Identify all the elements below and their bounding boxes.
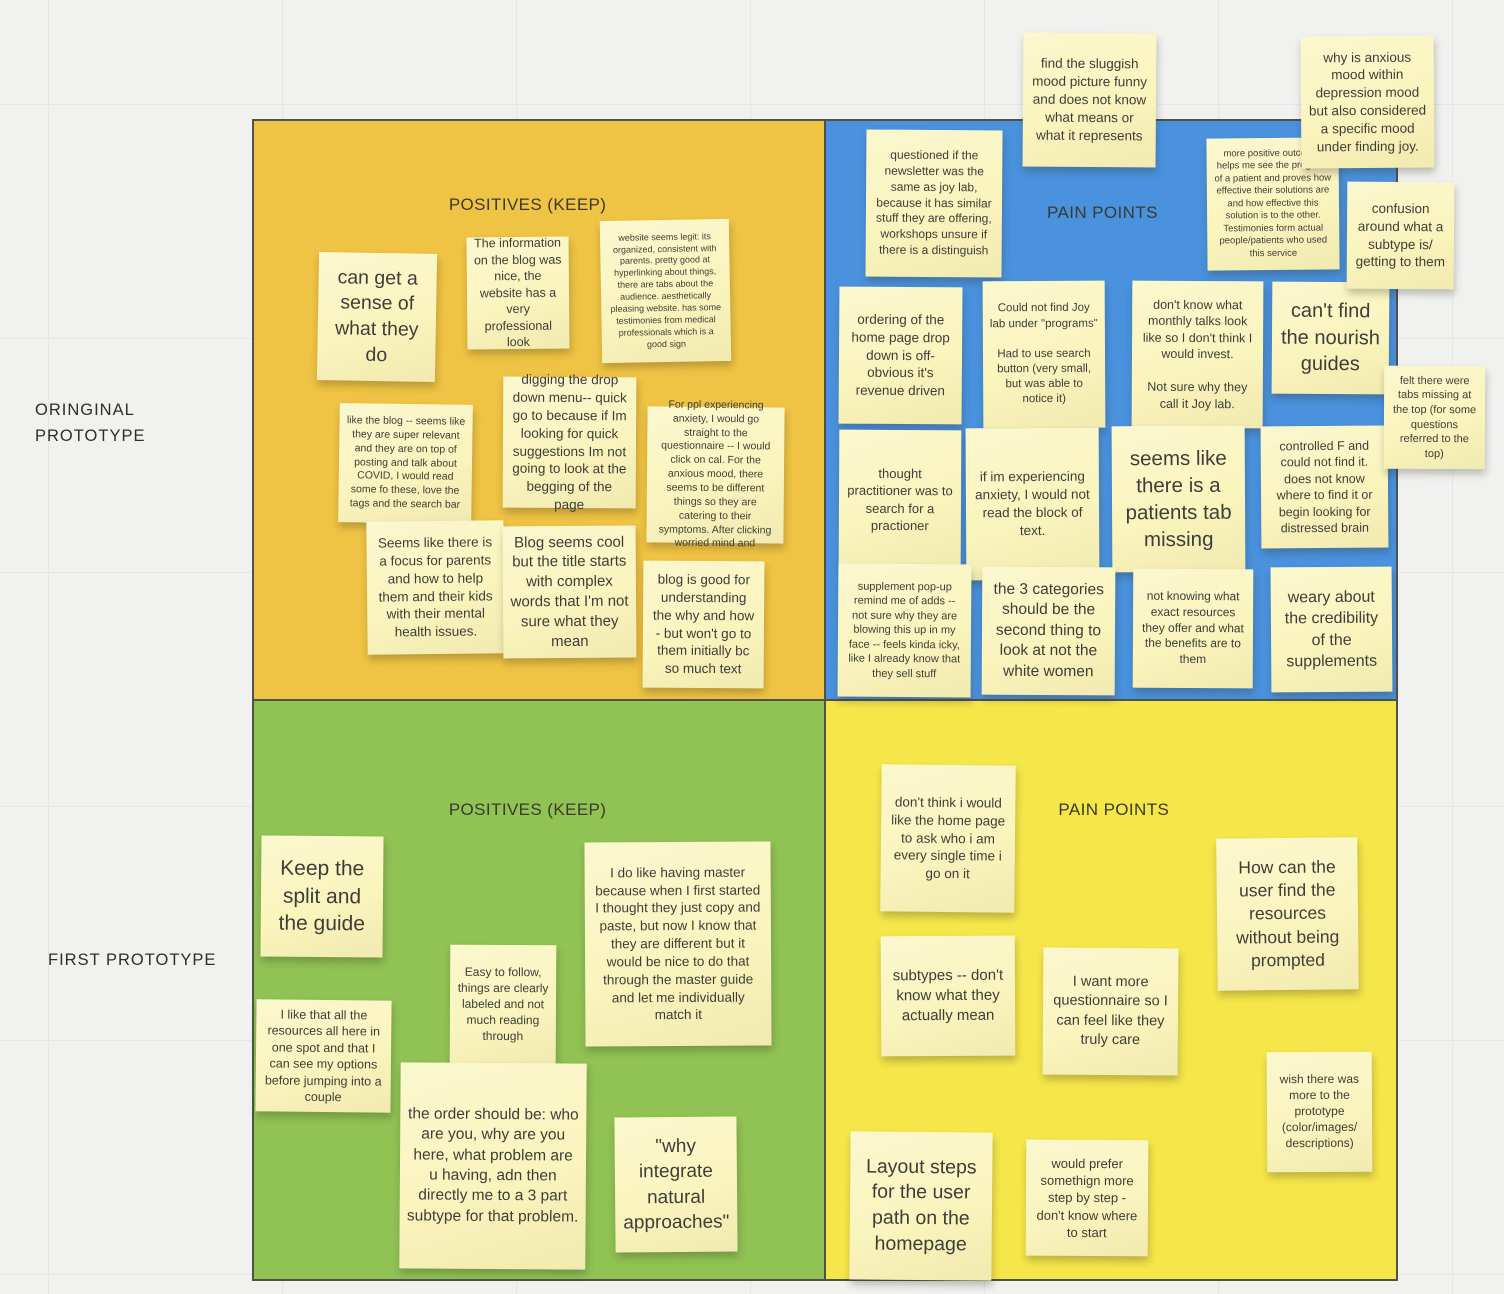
sticky-note-text: thought practitioner was to search for a… [847, 466, 953, 533]
row-label-first-prototype: FIRST PROTOTYPE [48, 951, 217, 969]
quadrant-title-original-positives: POSITIVES (KEEP) [448, 195, 607, 214]
sticky-note-focus-for-parents[interactable]: Seems like there is a focus for parents … [366, 520, 505, 655]
sticky-note-why-integrate-natural[interactable]: "why integrate natural approaches" [614, 1116, 738, 1253]
sticky-note-order-should-be[interactable]: the order should be: who are you, why ar… [399, 1062, 587, 1270]
sticky-note-like-having-master[interactable]: I do like having master because when I f… [584, 841, 772, 1047]
quadrant-title-first-positives: POSITIVES (KEEP) [448, 800, 607, 819]
sticky-note-text: would prefer somethign more step by step… [1036, 1155, 1138, 1240]
sticky-note-text: the order should be: who are you, why ar… [406, 1105, 579, 1226]
sticky-note-digging-the-dropdown[interactable]: digging the drop down menu-- quick go to… [502, 372, 637, 512]
sticky-note-text: The information on the blog was nice, th… [473, 235, 562, 350]
sticky-note-thought-practitioner[interactable]: thought practitioner was to search for a… [838, 429, 962, 570]
sticky-note-text: Could not find Joy lab under "programs" … [989, 302, 1098, 406]
row-label-original-prototype: ORINGINAL PROTOTYPE [35, 401, 146, 445]
sticky-note-text: can get a sense of what they do [334, 265, 419, 366]
sticky-note-patients-tab-missing[interactable]: seems like there is a patients tab missi… [1111, 425, 1246, 573]
sticky-note-homepage-ask-who-i-am[interactable]: don't think i would like the home page t… [880, 764, 1016, 913]
sticky-note-text: not knowing what exact resources they of… [1142, 588, 1244, 667]
sticky-note-text: I do like having master because when I f… [595, 864, 761, 1023]
sticky-note-like-the-blog[interactable]: like the blog -- seems like they are sup… [338, 403, 473, 524]
sticky-note-wish-more-prototype[interactable]: wish there was more to the prototype (co… [1266, 1051, 1373, 1173]
sticky-note-text: if im experiencing anxiety, I would not … [975, 469, 1090, 538]
sticky-note-text: digging the drop down menu-- quick go to… [512, 371, 627, 513]
quadrant-title-first-painpoints: PAIN POINTS [1058, 800, 1170, 819]
sticky-note-text: weary about the credibility of the suppl… [1284, 588, 1379, 670]
sticky-note-text: why is anxious mood within depression mo… [1308, 49, 1427, 154]
sticky-note-would-prefer-step-by-step[interactable]: would prefer somethign more step by step… [1025, 1139, 1149, 1257]
sticky-note-cant-find-nourish-guides[interactable]: can't find the nourish guides [1271, 281, 1390, 395]
sticky-note-text: ordering of the home page drop down is o… [851, 311, 950, 399]
sticky-note-layout-steps[interactable]: Layout steps for the user path on the ho… [849, 1131, 993, 1281]
sticky-note-text: wish there was more to the prototype (co… [1279, 1072, 1360, 1150]
sticky-note-text: Seems like there is a focus for parents … [377, 534, 493, 640]
sticky-note-text: I like that all the resources all here i… [264, 1007, 382, 1105]
sticky-note-text: like the blog -- seems like they are sup… [346, 414, 466, 511]
sticky-note-text: blog is good for understanding the why a… [652, 571, 755, 677]
sticky-note-ordering-of-homepage[interactable]: ordering of the home page drop down is o… [838, 286, 963, 425]
sticky-note-text: controlled F and could not find it. does… [1276, 438, 1373, 536]
sticky-note-why-anxious-mood[interactable]: why is anxious mood within depression mo… [1300, 35, 1435, 169]
sticky-note-want-more-questionnaire[interactable]: I want more questionnaire so I can feel … [1042, 947, 1179, 1076]
sticky-note-text: "why integrate natural approaches" [623, 1136, 730, 1234]
sticky-note-questioned-newsletter[interactable]: questioned if the newsletter was the sam… [865, 129, 1003, 278]
sticky-note-text: questioned if the newsletter was the sam… [876, 147, 992, 258]
sticky-note-text: seems like there is a patients tab missi… [1125, 446, 1232, 552]
sticky-note-find-sluggish-mood[interactable]: find the sluggish mood picture funny and… [1022, 32, 1157, 168]
sticky-note-text: confusion around what a subtype is/ gett… [1355, 200, 1446, 270]
sticky-note-can-get-a-sense[interactable]: can get a sense of what they do [316, 251, 438, 383]
sticky-note-if-im-experiencing-anxiety[interactable]: if im experiencing anxiety, I would not … [965, 427, 1100, 581]
sticky-note-dont-know-monthly-talks[interactable]: don't know what monthly talks look like … [1131, 280, 1264, 429]
sticky-note-blog-good-for-understanding[interactable]: blog is good for understanding the why a… [642, 560, 765, 689]
quadrant-title-original-painpoints: PAIN POINTS [1047, 203, 1158, 222]
sticky-note-for-ppl-experiencing-anxiety[interactable]: For ppl experiencing anxiety, I would go… [646, 398, 785, 550]
sticky-note-how-can-user-find[interactable]: How can the user find the resources with… [1216, 837, 1359, 991]
sticky-note-weary-credibility[interactable]: weary about the credibility of the suppl… [1270, 566, 1393, 693]
sticky-note-text: subtypes -- don't know what they actuall… [892, 967, 1004, 1025]
sticky-note-text: find the sluggish mood picture funny and… [1032, 56, 1148, 144]
sticky-note-text: Layout steps for the user path on the ho… [865, 1155, 977, 1256]
sticky-note-text: can't find the nourish guides [1280, 300, 1381, 376]
sticky-note-three-categories[interactable]: the 3 categories should be the second th… [981, 566, 1116, 696]
sticky-note-could-not-find-joy-lab[interactable]: Could not find Joy lab under "programs" … [982, 280, 1106, 429]
sticky-note-text: Easy to follow, things are clearly label… [457, 965, 549, 1043]
sticky-note-controlled-f[interactable]: controlled F and could not find it. does… [1260, 425, 1389, 549]
sticky-note-keep-the-split[interactable]: Keep the split and the guide [260, 835, 384, 958]
sticky-note-text: don't think i would like the home page t… [891, 794, 1006, 882]
sticky-note-text: website seems legit: its organized, cons… [610, 230, 722, 349]
sticky-note-information-on-blog[interactable]: The information on the blog was nice, th… [466, 235, 570, 350]
sticky-note-not-knowing-resources[interactable]: not knowing what exact resources they of… [1132, 568, 1254, 689]
sticky-note-website-seems-legit[interactable]: website seems legit: its organized, cons… [599, 218, 732, 364]
sticky-note-blog-seems-cool[interactable]: Blog seems cool but the title starts wit… [502, 525, 637, 659]
sticky-note-text: For ppl experiencing anxiety, I would go… [658, 398, 772, 550]
sticky-note-text: felt there were tabs missing at the top … [1392, 374, 1477, 460]
sticky-note-resources-one-spot[interactable]: I like that all the resources all here i… [255, 999, 392, 1113]
sticky-note-text: supplement pop-up remind me of adds -- n… [848, 580, 961, 681]
sticky-note-subtypes-dont-know[interactable]: subtypes -- don't know what they actuall… [880, 935, 1016, 1057]
sticky-note-confusion-subtype[interactable]: confusion around what a subtype is/ gett… [1346, 181, 1455, 290]
sticky-note-text: Keep the split and the guide [278, 856, 366, 936]
sticky-note-text: the 3 categories should be the second th… [993, 580, 1104, 680]
sticky-note-supplement-popup[interactable]: supplement pop-up remind me of adds -- n… [837, 563, 972, 698]
sticky-note-text: Blog seems cool but the title starts wit… [510, 533, 629, 650]
sticky-note-text: don't know what monthly talks look like … [1142, 297, 1253, 411]
sticky-note-felt-tabs-missing[interactable]: felt there were tabs missing at the top … [1383, 365, 1486, 470]
sticky-note-easy-to-follow[interactable]: Easy to follow, things are clearly label… [449, 944, 557, 1066]
sticky-note-text: I want more questionnaire so I can feel … [1053, 973, 1168, 1048]
sticky-note-text: How can the user find the resources with… [1236, 856, 1340, 971]
